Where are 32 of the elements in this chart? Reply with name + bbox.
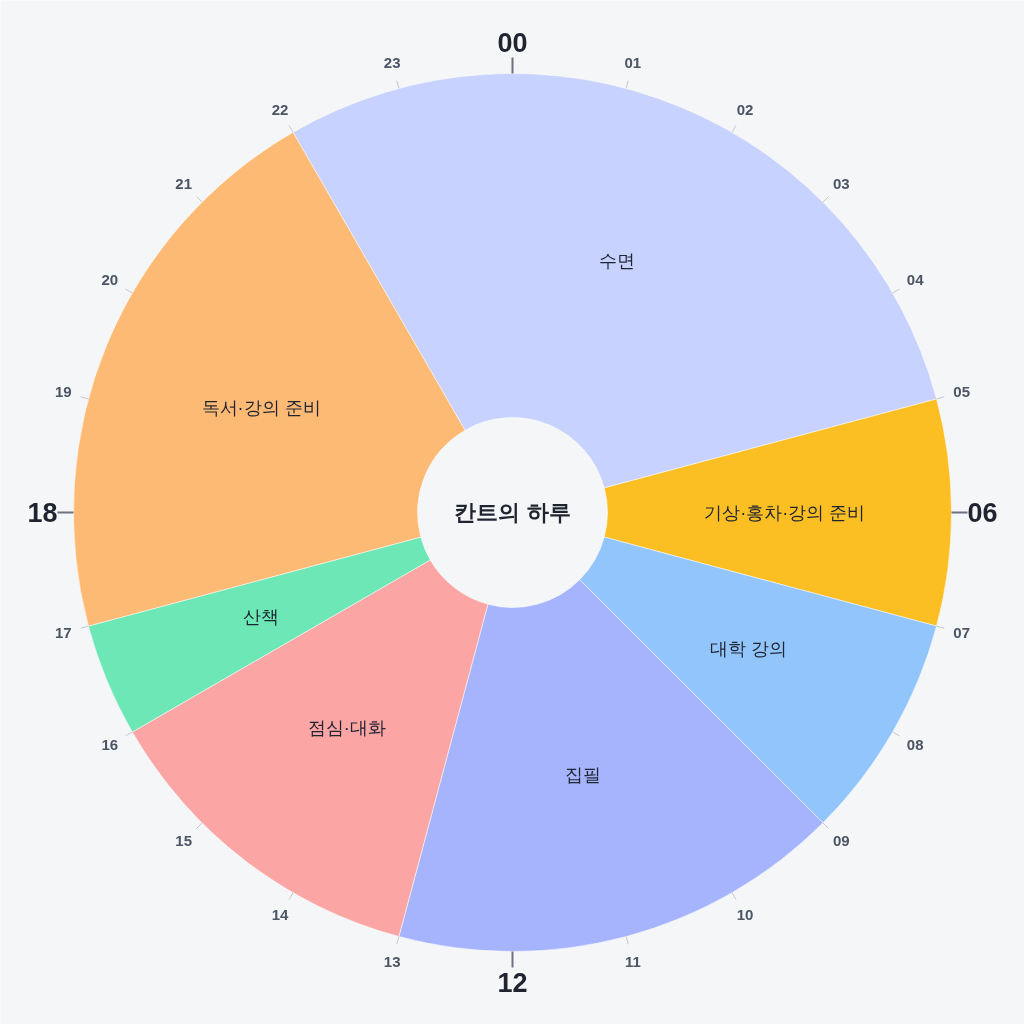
text: 17: [55, 623, 72, 641]
text: 23: [383, 54, 401, 72]
text: 00: [497, 28, 528, 58]
text: 15: [175, 832, 193, 850]
slice-label: 독서·강의 준비: [201, 398, 321, 419]
text: 06: [967, 498, 998, 528]
slice-label: 수면: [598, 251, 635, 272]
text: 20: [101, 271, 119, 288]
text: 11: [624, 952, 641, 970]
text: 14: [271, 906, 289, 924]
slice-label: 기상·홍차·강의 준비: [704, 502, 866, 523]
slice-label: 산책: [243, 606, 280, 627]
text: 12: [497, 968, 528, 998]
text: 03: [832, 174, 850, 192]
slice-label: 대학 강의: [709, 638, 787, 659]
text: 19: [55, 383, 72, 401]
text: 09: [832, 832, 850, 850]
text: 04: [906, 271, 925, 288]
text: 16: [101, 736, 119, 753]
text: 07: [953, 623, 970, 641]
slice-label: 집필: [564, 765, 601, 786]
slice-label: 점심·대화: [307, 718, 386, 739]
text: 08: [906, 736, 924, 753]
text: 칸트의 하루: [454, 500, 571, 525]
text: 10: [736, 906, 754, 924]
text: 18: [27, 498, 58, 528]
text: 21: [175, 174, 193, 192]
text: 01: [624, 54, 642, 72]
text: 22: [271, 100, 289, 118]
text: 05: [953, 383, 970, 401]
text: 13: [383, 952, 401, 970]
text: 02: [736, 100, 754, 118]
